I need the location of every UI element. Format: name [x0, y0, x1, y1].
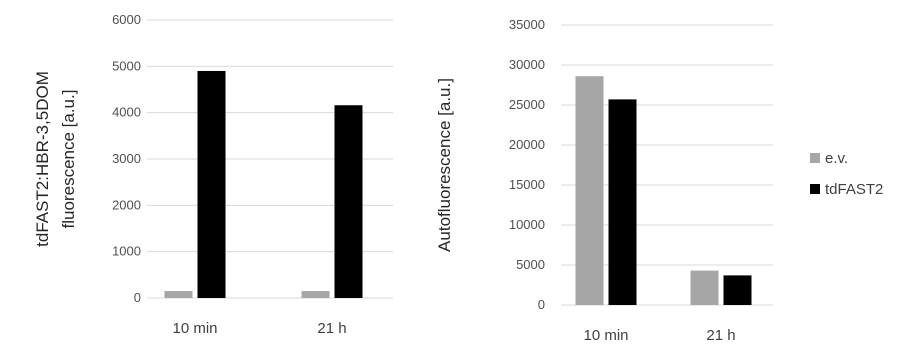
y-tick-label: 4000	[112, 105, 141, 120]
y-axis-title-line: Autofluorescence [a.u.]	[435, 78, 454, 252]
legend-swatch-e-v	[810, 153, 820, 163]
y-tick-label: 25000	[509, 97, 545, 112]
y-tick-label: 5000	[516, 257, 545, 272]
y-axis-title-line: tdFAST2:HBR-3,5DOM	[33, 71, 52, 247]
chart-autofluorescence: 0 5000 10000 15000 20000 25000 30000 35000 10 mi…	[435, 17, 773, 344]
x-category-label: 10 min	[583, 327, 628, 344]
legend: e.v. tdFAST2	[810, 150, 883, 198]
y-tick-label: 5000	[112, 58, 141, 73]
y-tick-label: 0	[538, 297, 545, 312]
x-category-label: 21 h	[317, 320, 346, 337]
y-tick-label: 2000	[112, 197, 141, 212]
y-tick-label: 30000	[509, 57, 545, 72]
bar-tdfast2-21-h	[334, 105, 363, 299]
bar-e-v-21-h	[690, 270, 719, 305]
bar-tdfast2-10-min	[197, 70, 226, 298]
bar-tdfast2-21-h	[723, 275, 752, 305]
legend-label-e-v: e.v.	[825, 150, 848, 167]
y-axis-title: Autofluorescence [a.u.]	[435, 78, 454, 252]
y-axis-title: tdFAST2:HBR-3,5DOM fluorescence [a.u.]	[33, 71, 78, 247]
bar-tdfast2-10-min	[608, 99, 637, 306]
legend-label-tdfast2: tdFAST2	[825, 181, 883, 198]
y-axis-title-line: fluorescence [a.u.]	[59, 90, 78, 229]
legend-swatch-tdfast2	[810, 184, 820, 194]
bar-e-v-10-min	[575, 76, 604, 305]
y-tick-label: 20000	[509, 137, 545, 152]
y-tick-label: 3000	[112, 151, 141, 166]
y-tick-label: 15000	[509, 177, 545, 192]
x-category-label: 21 h	[706, 327, 735, 344]
chart-fluorescence: 0 1000 2000 3000 4000 5000 6000 10 min 21 h tdFAS…	[33, 12, 393, 337]
y-tick-label: 6000	[112, 12, 141, 27]
bar-e-v-21-h	[301, 291, 330, 298]
y-tick-label: 10000	[509, 217, 545, 232]
y-tick-label: 0	[134, 290, 141, 305]
x-category-label: 10 min	[172, 320, 217, 337]
bar-e-v-10-min	[164, 291, 193, 298]
y-tick-label: 35000	[509, 17, 545, 32]
y-tick-label: 1000	[112, 244, 141, 259]
